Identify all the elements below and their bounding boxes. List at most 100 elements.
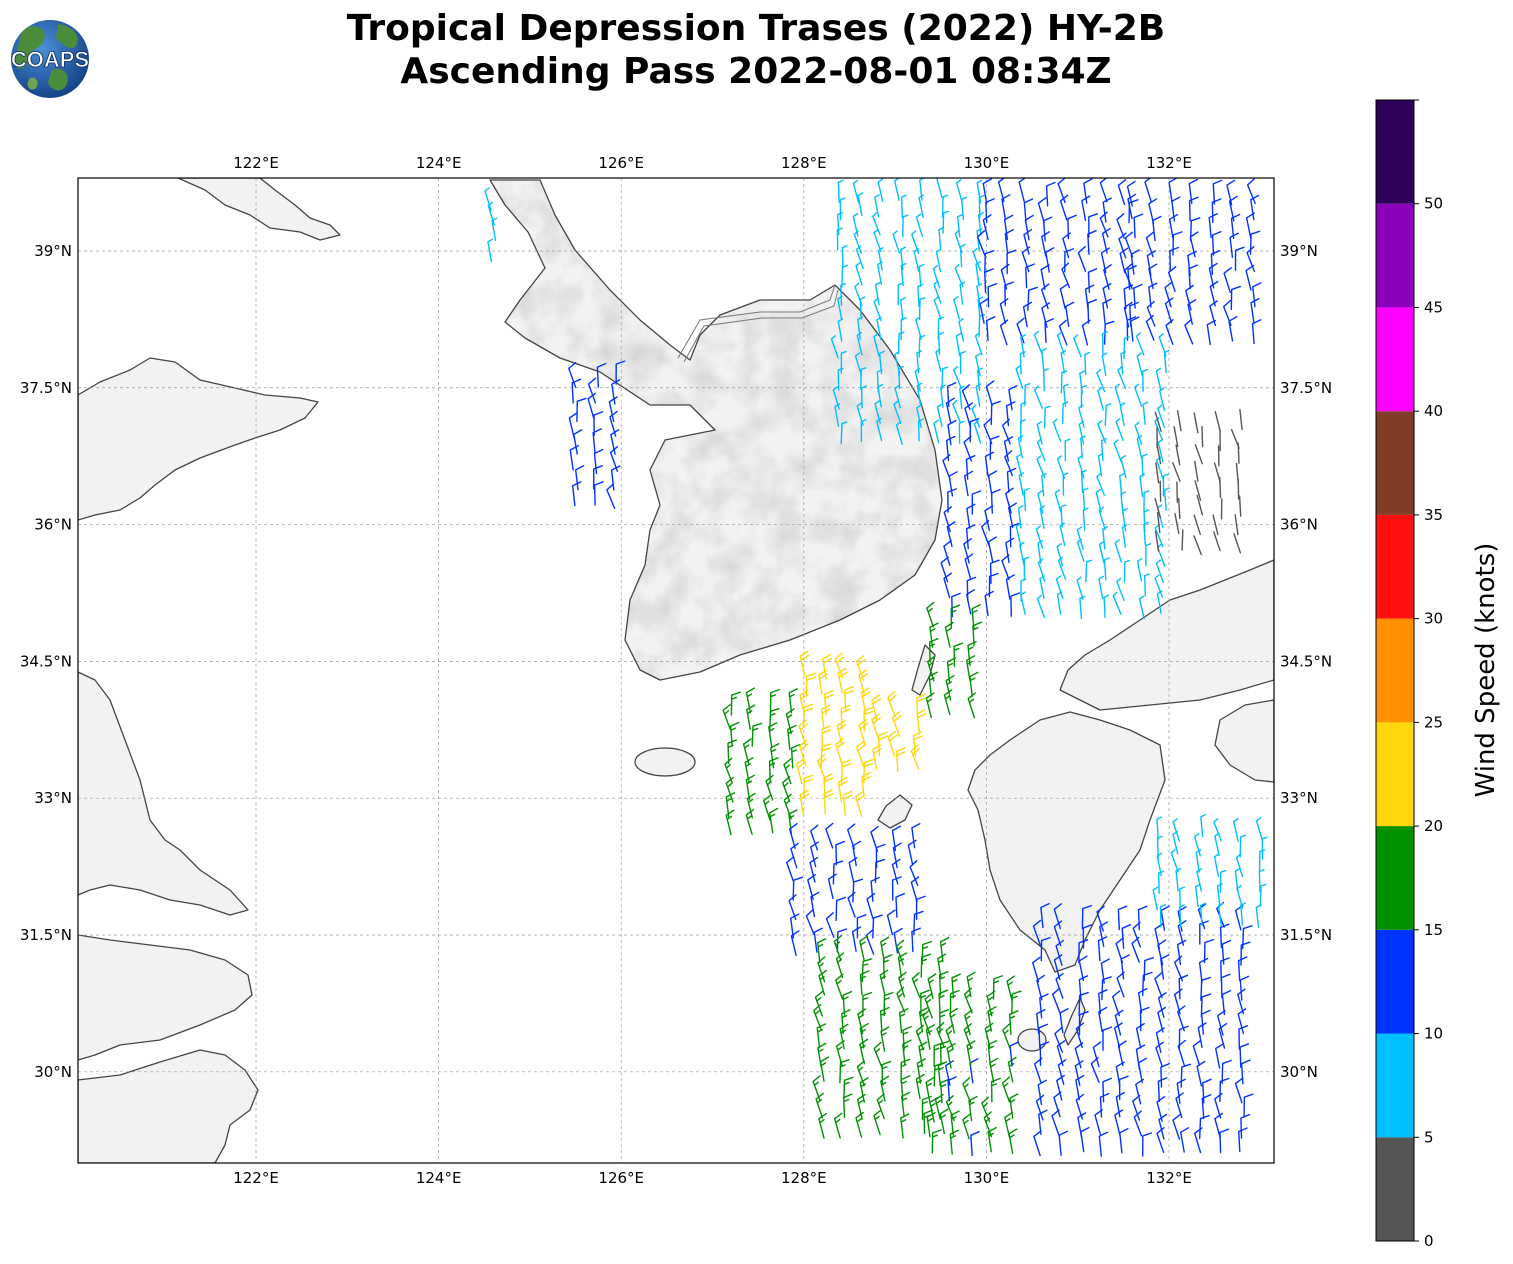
goto-islands [877, 794, 913, 829]
wind-barb [1017, 505, 1024, 529]
wind-barb [1172, 462, 1181, 482]
wind-barb [825, 912, 835, 938]
wind-barb [1004, 450, 1014, 477]
wind-barb [984, 451, 995, 477]
wind-barb [927, 655, 936, 682]
wind-barb [1009, 1041, 1019, 1067]
wind-barb [946, 1042, 956, 1069]
wind-barb [855, 791, 865, 817]
wind-barb [926, 601, 935, 628]
wind-barb [856, 740, 866, 767]
wind-barb [1239, 975, 1250, 1001]
wind-barb [1117, 179, 1127, 206]
wind-barb [1234, 1077, 1244, 1104]
lat-tick-label-right: 31.5°N [1280, 926, 1332, 944]
colorbar-bin-40-45 [1376, 307, 1414, 412]
wind-barb [856, 1093, 866, 1120]
wind-barb [900, 246, 906, 271]
wind-barb [1261, 836, 1268, 860]
wind-barb [840, 350, 847, 374]
lat-tick-label-right: 36°N [1280, 516, 1318, 534]
colorbar-bin-20-25 [1376, 722, 1414, 827]
lon-tick-label-bottom: 130°E [964, 1169, 1010, 1187]
wind-barb [484, 187, 492, 211]
wind-barb [769, 688, 780, 714]
wind-barb [933, 296, 942, 320]
wind-barb [835, 896, 846, 922]
wind-barb [880, 936, 890, 963]
wind-barb [1213, 818, 1222, 842]
wind-barb [911, 972, 921, 999]
wind-barbs [484, 178, 1268, 1157]
wind-barb [887, 730, 898, 757]
wind-barb [1114, 539, 1122, 563]
lon-tick-label-bottom: 124°E [416, 1169, 462, 1187]
wind-barb [1130, 249, 1140, 275]
wind-barb [1037, 490, 1044, 514]
wind-barb [1016, 453, 1023, 478]
wind-barb [820, 743, 832, 768]
wind-barb [1041, 302, 1050, 329]
wind-barb [874, 281, 881, 306]
colorbar-bin-50-55 [1376, 100, 1414, 204]
wind-barb [1139, 1006, 1150, 1032]
wind-barb [833, 935, 843, 961]
wind-barb [1076, 576, 1084, 600]
wind-barb [1098, 575, 1104, 600]
lat-tick-label-left: 33°N [34, 789, 72, 807]
wind-barb [1145, 231, 1155, 258]
wind-barb [1082, 924, 1093, 949]
wind-barb [788, 894, 797, 921]
colorbar-tick-label: 45 [1424, 298, 1443, 316]
wind-barb [1154, 530, 1160, 552]
wind-barb [1179, 886, 1186, 910]
wind-barb [902, 214, 909, 238]
wind-barb [859, 935, 868, 962]
wind-barb [860, 687, 871, 713]
wind-barb [1040, 902, 1050, 929]
wind-barb [896, 747, 906, 773]
wind-barb [1213, 853, 1220, 877]
wind-barb [886, 909, 896, 936]
wind-barb [769, 707, 780, 732]
wind-barb [1021, 246, 1031, 273]
wind-barb [1033, 330, 1043, 355]
wind-barb [1005, 537, 1015, 564]
wind-barb [1001, 1076, 1011, 1103]
wind-barb [788, 688, 798, 714]
wind-barb [883, 991, 894, 1017]
wind-barb [1020, 578, 1027, 602]
wind-barb [1193, 535, 1202, 556]
wind-barb [1230, 285, 1241, 311]
wind-barb [975, 383, 982, 407]
wind-barb [912, 731, 923, 757]
wind-barb [892, 230, 901, 254]
wind-barb [900, 297, 906, 321]
wind-barb [1097, 387, 1104, 411]
wind-barb [1037, 1079, 1047, 1106]
wind-barb [596, 362, 607, 388]
colorbar-tick-label: 35 [1424, 506, 1443, 524]
wind-barb [837, 179, 844, 203]
wind-barb [874, 400, 881, 424]
wind-barb [786, 856, 795, 882]
wind-barb [898, 971, 907, 998]
wind-barb [893, 927, 903, 954]
wind-barb [1121, 924, 1132, 949]
wind-barb [1214, 411, 1221, 432]
wind-barb [976, 230, 986, 257]
wind-barb [1063, 383, 1069, 407]
wind-barb [961, 384, 971, 411]
wind-barb [971, 490, 982, 515]
wind-barb [955, 179, 963, 203]
colorbar: 0 5 10 15 20 25 30 35 40 45 50 [1375, 99, 1443, 1250]
wind-barb [976, 283, 982, 307]
wind-barb [983, 418, 993, 445]
wind-barb [1036, 421, 1043, 445]
wind-barb [1056, 1040, 1066, 1067]
wind-barb [1133, 213, 1144, 239]
wind-barb [1172, 1113, 1181, 1140]
wind-barb [946, 435, 956, 461]
wind-barb [1123, 559, 1131, 583]
wind-barb [984, 1022, 994, 1049]
